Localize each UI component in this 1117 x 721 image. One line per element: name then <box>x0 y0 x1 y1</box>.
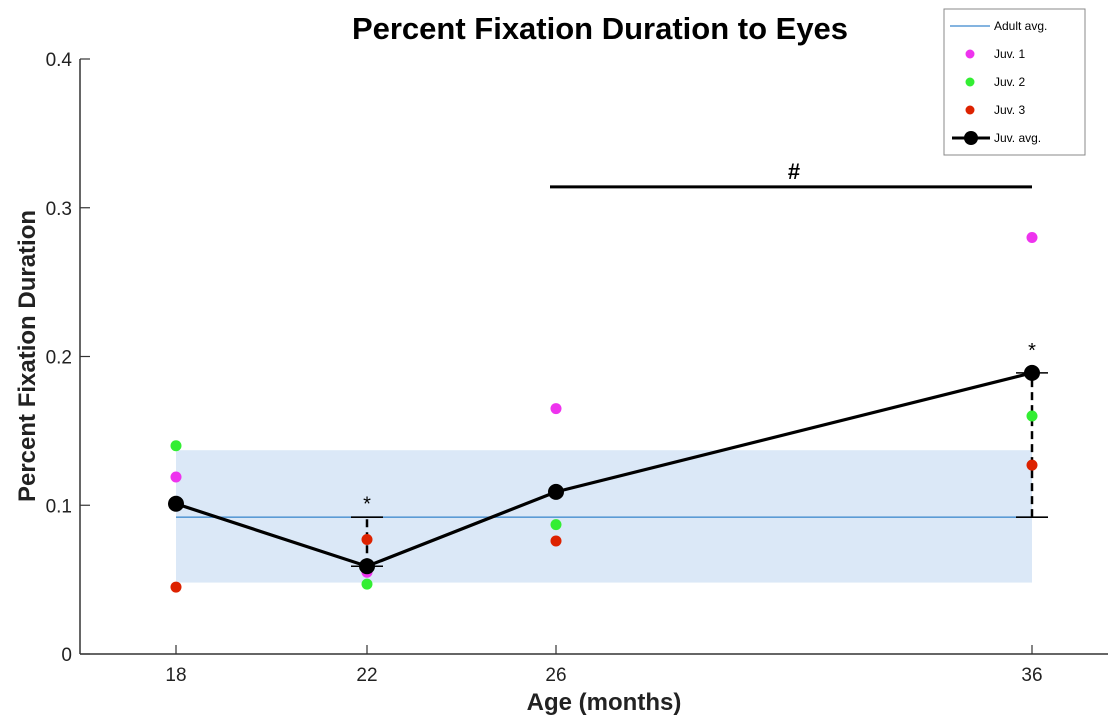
legend-entry: Juv. 1 <box>965 47 1025 61</box>
x-tick-label: 18 <box>165 665 186 686</box>
point-juv3 <box>1026 459 1038 471</box>
juv-avg-marker <box>548 483 564 500</box>
y-axis-label: Percent Fixation Duration <box>14 210 41 502</box>
legend-label: Juv. 1 <box>994 47 1025 61</box>
point-juv1 <box>170 471 182 483</box>
y-tick-label: 0.1 <box>46 496 72 517</box>
y-tick-label: 0.2 <box>46 348 72 369</box>
legend-label: Adult avg. <box>994 19 1047 33</box>
legend-entry: Adult avg. <box>950 19 1047 33</box>
juv-avg-series <box>168 364 1040 575</box>
point-juv3 <box>361 533 373 545</box>
juv-avg-line <box>175 371 1033 568</box>
legend-entry: Juv. 3 <box>965 103 1025 117</box>
y-tick-label: 0.3 <box>46 199 72 220</box>
point-juv1 <box>1026 232 1038 243</box>
significance-asterisk: * <box>363 493 371 515</box>
juv-avg-marker <box>168 495 184 512</box>
x-tick-label: 26 <box>545 665 566 686</box>
legend-label: Juv. 2 <box>994 75 1025 89</box>
adult-avg-layer <box>176 450 1032 583</box>
bracket-label: # <box>788 159 800 184</box>
legend-entry: Juv. 2 <box>965 75 1025 89</box>
legend-entry: Juv. avg. <box>952 131 1041 145</box>
juv-avg-marker <box>1024 364 1040 381</box>
y-tick-label: 0.4 <box>46 50 73 71</box>
x-axis-label: Age (months) <box>527 689 682 716</box>
point-juv2 <box>361 578 373 590</box>
chart-title: Percent Fixation Duration to Eyes <box>352 11 848 46</box>
juv-avg-marker <box>359 558 375 575</box>
x-ticks: 18 22 26 36 <box>165 645 1043 686</box>
legend-swatch-dot <box>965 105 975 115</box>
legend: Adult avg. Juv. 1 Juv. 2 Juv. 3 Juv. avg. <box>943 8 1086 156</box>
y-tick-label: 0 <box>61 645 72 666</box>
point-juv2 <box>550 519 562 531</box>
x-tick-label: 36 <box>1021 665 1042 686</box>
point-juv2 <box>1026 410 1038 422</box>
point-juv1 <box>550 403 562 415</box>
annotations: ** <box>363 340 1036 515</box>
significance-bracket: # <box>550 159 1032 189</box>
x-tick-label: 22 <box>356 665 377 686</box>
point-juv3 <box>170 581 182 593</box>
y-ticks: 0 0.1 0.2 0.3 0.4 <box>46 50 90 666</box>
point-juv3 <box>550 535 562 547</box>
significance-asterisk: * <box>1028 340 1036 362</box>
legend-swatch-dot <box>965 49 975 59</box>
legend-swatch-marker <box>964 131 978 145</box>
legend-swatch-dot <box>965 77 975 87</box>
legend-label: Juv. avg. <box>994 131 1041 145</box>
point-juv2 <box>170 440 182 452</box>
legend-label: Juv. 3 <box>994 103 1025 117</box>
